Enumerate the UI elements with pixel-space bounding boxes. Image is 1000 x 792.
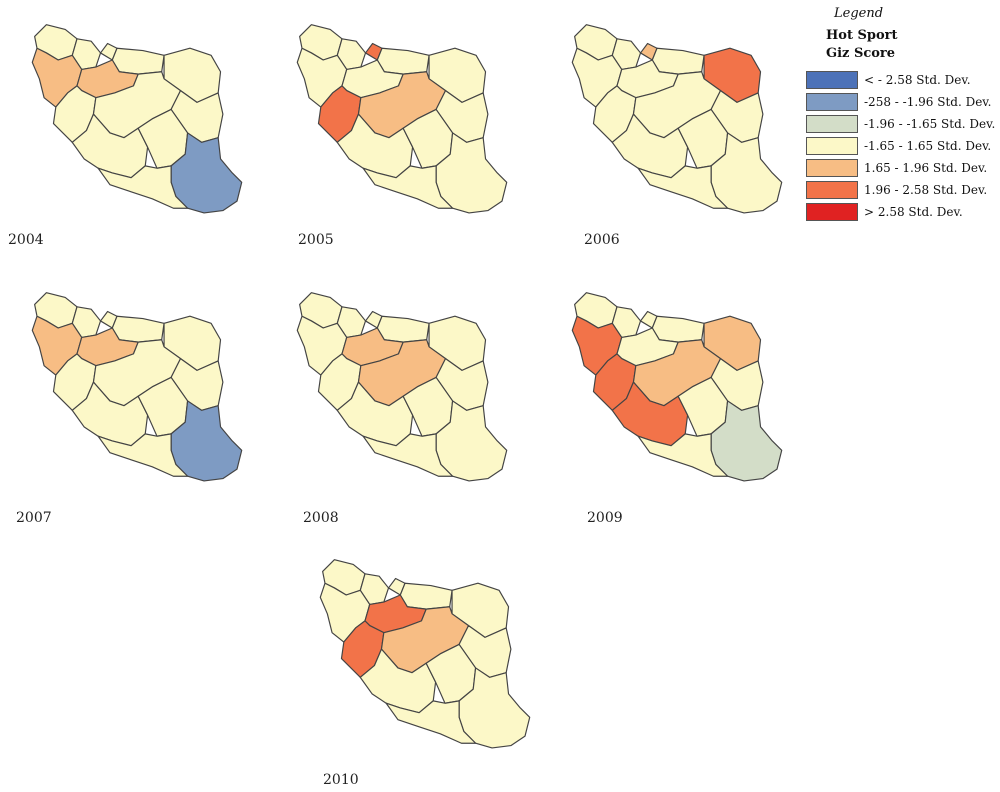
legend-list: < - 2.58 Std. Dev. -258 - -1.96 Std. Dev… <box>806 69 996 223</box>
legend-item: -1.65 - 1.65 Std. Dev. <box>806 135 996 157</box>
province-coast <box>385 700 477 744</box>
year-label: 2006 <box>584 232 620 248</box>
year-label: 2009 <box>587 510 623 526</box>
legend-heading-line2: Giz Score <box>826 46 896 61</box>
legend-item: -258 - -1.96 Std. Dev. <box>806 91 996 113</box>
year-label: 2007 <box>16 510 52 526</box>
map-panel <box>287 20 517 220</box>
map-svg <box>319 559 531 749</box>
province-north <box>651 47 705 75</box>
legend-label: -258 - -1.96 Std. Dev. <box>864 95 992 109</box>
legend-title: Legend <box>834 6 884 21</box>
legend-swatch <box>806 115 858 133</box>
province-north <box>376 315 430 343</box>
year-label: 2010 <box>323 772 359 788</box>
legend-label: -1.65 - 1.65 Std. Dev. <box>864 139 992 153</box>
map-panel <box>287 288 517 488</box>
legend-item: 1.65 - 1.96 Std. Dev. <box>806 157 996 179</box>
map-svg <box>571 24 783 214</box>
legend-item: 1.96 - 2.58 Std. Dev. <box>806 179 996 201</box>
province-coast <box>97 433 189 477</box>
map-svg <box>31 292 243 482</box>
province-north <box>111 47 165 75</box>
map-legend: Legend Hot Sport Giz Score < - 2.58 Std.… <box>806 6 996 223</box>
legend-swatch <box>806 203 858 221</box>
legend-item: > 2.58 Std. Dev. <box>806 201 996 223</box>
map-panel <box>22 288 252 488</box>
province-coast <box>637 165 729 209</box>
map-svg <box>31 24 243 214</box>
legend-label: -1.96 - -1.65 Std. Dev. <box>864 117 996 131</box>
province-coast <box>362 165 454 209</box>
legend-heading-line1: Hot Sport <box>826 28 898 43</box>
year-label: 2005 <box>298 232 334 248</box>
legend-label: > 2.58 Std. Dev. <box>864 205 963 219</box>
map-svg <box>571 292 783 482</box>
year-label: 2004 <box>8 232 44 248</box>
year-label: 2008 <box>303 510 339 526</box>
legend-swatch <box>806 159 858 177</box>
legend-swatch <box>806 93 858 111</box>
province-coast <box>637 433 729 477</box>
province-coast <box>97 165 189 209</box>
map-panel <box>562 20 792 220</box>
legend-item: -1.96 - -1.65 Std. Dev. <box>806 113 996 135</box>
map-svg <box>296 292 508 482</box>
map-svg <box>296 24 508 214</box>
legend-swatch <box>806 137 858 155</box>
map-panel <box>562 288 792 488</box>
legend-swatch <box>806 71 858 89</box>
province-north <box>651 315 705 343</box>
province-coast <box>362 433 454 477</box>
map-panel <box>22 20 252 220</box>
legend-label: 1.96 - 2.58 Std. Dev. <box>864 183 988 197</box>
province-north <box>376 47 430 75</box>
map-panel <box>310 555 540 755</box>
legend-label: < - 2.58 Std. Dev. <box>864 73 971 87</box>
province-north <box>111 315 165 343</box>
legend-item: < - 2.58 Std. Dev. <box>806 69 996 91</box>
legend-swatch <box>806 181 858 199</box>
legend-label: 1.65 - 1.96 Std. Dev. <box>864 161 988 175</box>
province-north <box>399 582 453 610</box>
